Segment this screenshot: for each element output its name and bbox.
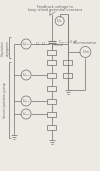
Text: keep island potential constant: keep island potential constant <box>28 9 82 12</box>
Bar <box>47 60 56 64</box>
Bar <box>47 73 56 77</box>
Text: island: island <box>54 43 63 47</box>
Text: $C_{coup}=2\,pF$: $C_{coup}=2\,pF$ <box>58 38 78 46</box>
Circle shape <box>55 16 64 25</box>
Text: Capacitor
cryogenic: Capacitor cryogenic <box>1 40 10 56</box>
Bar <box>47 111 56 116</box>
Text: $U_m$: $U_m$ <box>82 48 89 56</box>
Bar <box>47 124 56 129</box>
Text: $U_{bg1}$: $U_{bg1}$ <box>22 71 30 78</box>
Text: $U_b$: $U_b$ <box>41 40 47 48</box>
Text: $U_{bg2}$: $U_{bg2}$ <box>22 97 30 104</box>
Text: Electrometer: Electrometer <box>74 41 97 45</box>
Circle shape <box>21 70 31 80</box>
Bar <box>47 49 56 55</box>
Bar <box>47 86 56 90</box>
Circle shape <box>80 47 91 57</box>
Circle shape <box>21 109 31 119</box>
Text: Feedback voltage to: Feedback voltage to <box>37 5 73 9</box>
Bar <box>63 73 72 77</box>
Bar <box>63 60 72 64</box>
Text: $U_s$: $U_s$ <box>35 40 41 48</box>
Circle shape <box>21 39 31 49</box>
Text: $U_s$: $U_s$ <box>56 17 63 25</box>
Text: $U_{bg}$: $U_{bg}$ <box>22 41 30 47</box>
Text: Seven-junction pump: Seven-junction pump <box>3 82 7 118</box>
Bar <box>47 98 56 103</box>
Text: $U_{bg3}$: $U_{bg3}$ <box>22 110 30 117</box>
Circle shape <box>21 96 31 106</box>
